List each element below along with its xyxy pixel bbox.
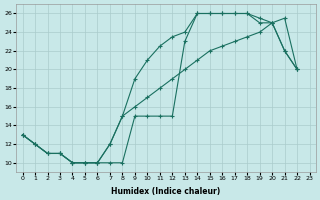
- X-axis label: Humidex (Indice chaleur): Humidex (Indice chaleur): [111, 187, 221, 196]
